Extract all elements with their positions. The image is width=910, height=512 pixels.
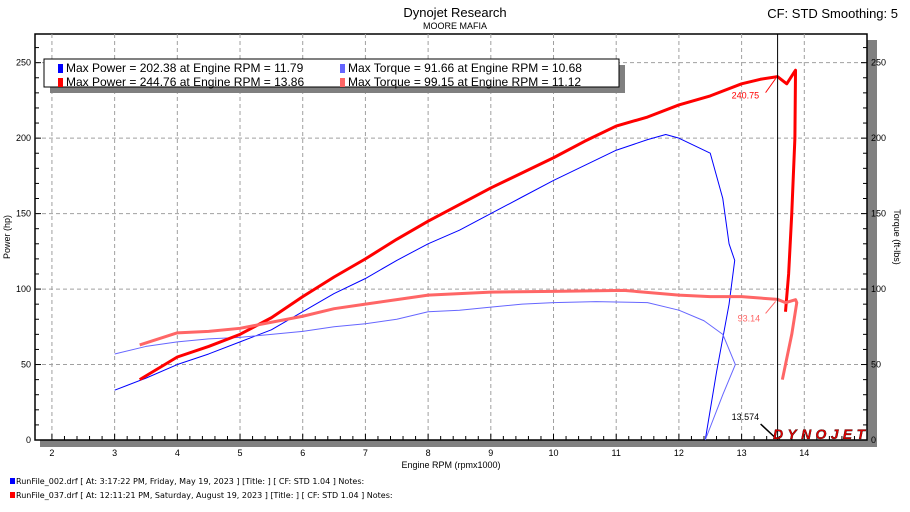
x-tick-label: 13	[737, 448, 747, 458]
x-tick-label: 5	[238, 448, 243, 458]
footer-run-2-text: RunFile_037.drf [ At: 12:11:21 PM, Satur…	[16, 491, 393, 500]
run-2-swatch	[10, 492, 15, 498]
footer-run-1: RunFile_002.drf [ At: 3:17:22 PM, Friday…	[10, 477, 364, 486]
settings-readout: CF: STD Smoothing: 5	[767, 6, 898, 21]
x-axis-label: Engine RPM (rpmx1000)	[401, 460, 500, 470]
cursor-x-pointer	[760, 423, 777, 439]
x-tick-label: 2	[49, 448, 54, 458]
footer-run-2: RunFile_037.drf [ At: 12:11:21 PM, Satur…	[10, 491, 393, 500]
legend-swatch-torque	[340, 64, 345, 73]
x-tick-label: 4	[175, 448, 180, 458]
y-tick-label: 100	[16, 284, 31, 294]
y2-tick-label: 250	[871, 58, 886, 68]
legend-swatch-power	[58, 78, 63, 87]
run-1-swatch	[10, 478, 15, 484]
x-tick-label: 7	[363, 448, 368, 458]
series-line-3	[139, 288, 799, 380]
cursor-x-label: 13.574	[732, 412, 760, 422]
x-tick-label: 12	[674, 448, 684, 458]
legend-torque-entry: Max Torque = 99.15 at Engine RPM = 11.12	[348, 75, 581, 89]
x-tick-label: 9	[488, 448, 493, 458]
y2-tick-label: 0	[871, 435, 876, 445]
cursor-torque-label: 93.14	[738, 313, 761, 323]
x-tick-label: 14	[799, 448, 809, 458]
legend-power-entry: Max Power = 202.38 at Engine RPM = 11.79	[66, 61, 304, 75]
x-tick-label: 8	[426, 448, 431, 458]
dynojet-logo: DYNOJET	[773, 426, 866, 442]
plot-shadow-bottom	[40, 440, 877, 447]
x-tick-label: 10	[549, 448, 559, 458]
y2-tick-label: 100	[871, 284, 886, 294]
y-tick-label: 150	[16, 209, 31, 219]
y2-tick-label: 200	[871, 133, 886, 143]
x-tick-label: 3	[112, 448, 117, 458]
cursor-power-label: 240.75	[732, 91, 760, 101]
footer-run-1-text: RunFile_002.drf [ At: 3:17:22 PM, Friday…	[16, 477, 365, 486]
y-tick-label: 250	[16, 58, 31, 68]
chart-subtitle: MOORE MAFIA	[422, 21, 487, 31]
y-tick-label: 200	[16, 133, 31, 143]
y-tick-label: 50	[21, 360, 31, 370]
x-tick-label: 11	[612, 448, 621, 458]
legend-power-entry: Max Power = 244.76 at Engine RPM = 13.86	[66, 75, 304, 89]
y-axis-label: Power (hp)	[2, 215, 12, 259]
chart-title: Dynojet Research	[403, 5, 507, 20]
plot-shadow-right	[867, 40, 877, 447]
legend-swatch-power	[58, 64, 63, 73]
y2-tick-label: 150	[871, 209, 886, 219]
y-tick-label: 0	[26, 435, 31, 445]
x-tick-label: 6	[300, 448, 305, 458]
cursor-power-pointer	[765, 78, 776, 93]
legend-torque-entry: Max Torque = 91.66 at Engine RPM = 10.68	[348, 61, 582, 75]
series-line-2	[138, 68, 798, 381]
legend-box	[43, 58, 620, 88]
y2-axis-label: Torque (ft-lbs)	[892, 209, 902, 265]
legend-swatch-torque	[340, 78, 345, 87]
cursor-torque-pointer	[765, 301, 776, 314]
y2-tick-label: 50	[871, 360, 881, 370]
